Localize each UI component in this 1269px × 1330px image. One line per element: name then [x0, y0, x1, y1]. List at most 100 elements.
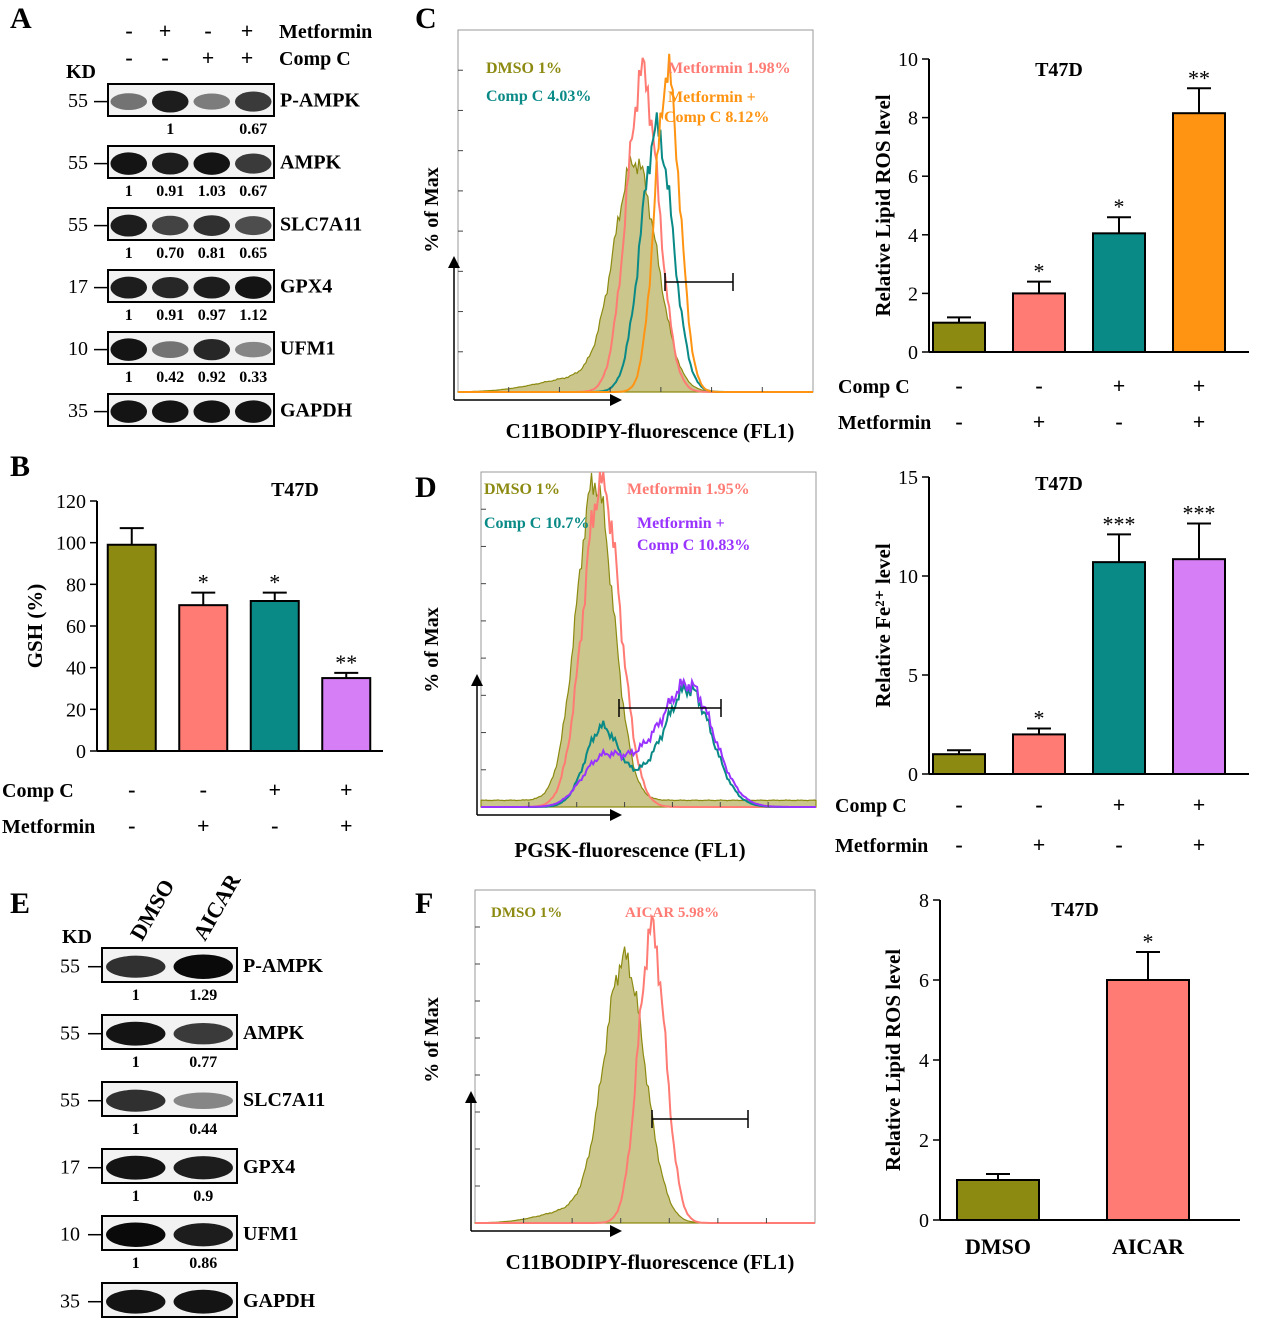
- quant-value: 0.70: [156, 245, 184, 262]
- y-tick-label: 5: [908, 665, 918, 687]
- factor-sign: -: [200, 777, 207, 802]
- panel-letter: E: [10, 887, 30, 920]
- factor-sign: -: [955, 409, 962, 434]
- factor-sign: +: [1193, 373, 1206, 398]
- flow-legend-label: Comp C 8.12%: [664, 109, 769, 126]
- bar: [178, 604, 229, 753]
- flow-histogram-panel-f: F % of Max C11BODIPY-fluorescence (FL1) DMS…: [415, 887, 816, 1274]
- bar: [1092, 561, 1146, 776]
- chart-title: T47D: [1051, 899, 1099, 921]
- bar: [106, 543, 157, 752]
- y-tick-label: 100: [56, 533, 86, 555]
- quant-value: 0.91: [156, 307, 184, 324]
- significance-mark: ***: [1183, 501, 1216, 526]
- chart-title: T47D: [1035, 59, 1083, 81]
- quant-value: 1.29: [189, 987, 217, 1004]
- western-blot-panel-e: E KD 55 P-AMPK 1 1.29 55 AMPK 1 0.77 55 SLC7A11 1 0.4…: [10, 869, 325, 1318]
- factor-name: Comp C: [835, 795, 907, 817]
- kd-marker: 55: [68, 152, 88, 174]
- protein-label: UFM1: [280, 337, 336, 359]
- flow-legend-label: Metformin 1.95%: [627, 481, 750, 498]
- flow-legend-label: Comp C 10.83%: [637, 537, 750, 554]
- flow-legend-label: Comp C 10.7%: [484, 515, 589, 532]
- y-axis-label: Relative Lipid ROS level: [881, 949, 905, 1171]
- y-axis-label: Relative Fe²⁺ level: [871, 543, 895, 707]
- y-tick-label: 20: [66, 699, 86, 721]
- kd-marker: 55: [68, 214, 88, 236]
- y-tick-label: 6: [919, 970, 929, 992]
- quant-value: 0.67: [239, 121, 267, 138]
- kd-marker: 35: [60, 1290, 80, 1312]
- factor-sign: -: [128, 777, 135, 802]
- treatment-sign: +: [241, 18, 254, 43]
- treatment-sign: -: [125, 18, 132, 43]
- blot-band: [110, 93, 148, 110]
- kd-marker: 17: [60, 1156, 80, 1178]
- quant-value: 1: [125, 183, 133, 200]
- y-tick-label: 120: [56, 491, 86, 513]
- factor-sign: -: [955, 792, 962, 817]
- protein-label: P-AMPK: [243, 955, 323, 977]
- blot-band: [151, 215, 189, 236]
- factor-sign: +: [1193, 409, 1206, 434]
- panel-letter: D: [415, 471, 437, 504]
- protein-label: SLC7A11: [243, 1089, 325, 1111]
- factor-sign: +: [1193, 832, 1206, 857]
- quant-value: 0.81: [198, 245, 226, 262]
- quant-value: 0.65: [239, 245, 267, 262]
- category-label: DMSO: [965, 1234, 1031, 1259]
- protein-label: GAPDH: [243, 1290, 316, 1312]
- category-label: AICAR: [1112, 1234, 1185, 1259]
- blot-band: [193, 93, 231, 110]
- flow-legend-label: DMSO 1%: [491, 905, 562, 921]
- protein-label: GAPDH: [280, 399, 353, 421]
- blot-band: [151, 90, 189, 113]
- quant-value: 0.91: [156, 183, 184, 200]
- factor-sign: -: [1035, 792, 1042, 817]
- panel-letter: F: [415, 887, 433, 920]
- bar: [1012, 733, 1066, 776]
- bar-chart-panel-f: T47D 0 2 4 6 8 Relative Lipid ROS level DMSO * AI…: [881, 890, 1240, 1259]
- protein-label: UFM1: [243, 1223, 299, 1245]
- bar: [932, 321, 986, 354]
- factor-sign: +: [1113, 792, 1126, 817]
- panel-letter: B: [10, 450, 30, 483]
- blot-band: [234, 153, 272, 174]
- blot-band: [151, 276, 189, 299]
- blot-band: [173, 1223, 233, 1247]
- significance-mark: *: [1143, 929, 1154, 954]
- quant-value: 0.97: [198, 307, 226, 324]
- flow-x-label: C11BODIPY-fluorescence (FL1): [506, 419, 795, 443]
- blot-band: [193, 276, 231, 299]
- factor-name: Comp C: [2, 780, 74, 802]
- blot-band: [106, 955, 166, 978]
- kd-marker: 17: [68, 276, 88, 298]
- blot-band: [110, 152, 148, 175]
- kd-marker: 55: [60, 1022, 80, 1044]
- blot-band: [234, 341, 272, 358]
- blot-band: [151, 152, 189, 175]
- bar: [1172, 112, 1226, 353]
- chart-title: T47D: [271, 479, 319, 501]
- y-tick-label: 8: [919, 890, 929, 912]
- protein-label: GPX4: [280, 275, 332, 297]
- blot-band: [193, 400, 231, 423]
- quant-value: 1.12: [239, 307, 267, 324]
- quant-value: 1: [132, 1054, 140, 1071]
- flow-legend-label: Metformin 1.98%: [668, 60, 791, 77]
- y-arrow-head: [465, 1091, 477, 1103]
- bar: [1106, 979, 1190, 1221]
- y-arrow-head: [448, 256, 460, 268]
- y-tick-label: 4: [908, 225, 918, 247]
- blot-band: [173, 954, 233, 979]
- flow-legend-label: AICAR 5.98%: [625, 905, 719, 921]
- factor-sign: +: [1033, 409, 1046, 434]
- y-tick-label: 0: [919, 1210, 929, 1232]
- flow-legend-label: Comp C 4.03%: [486, 88, 591, 105]
- factor-sign: -: [271, 813, 278, 838]
- x-arrow-head: [610, 809, 622, 821]
- treatment-name: Comp C: [279, 48, 351, 70]
- treatment-sign: +: [202, 45, 215, 70]
